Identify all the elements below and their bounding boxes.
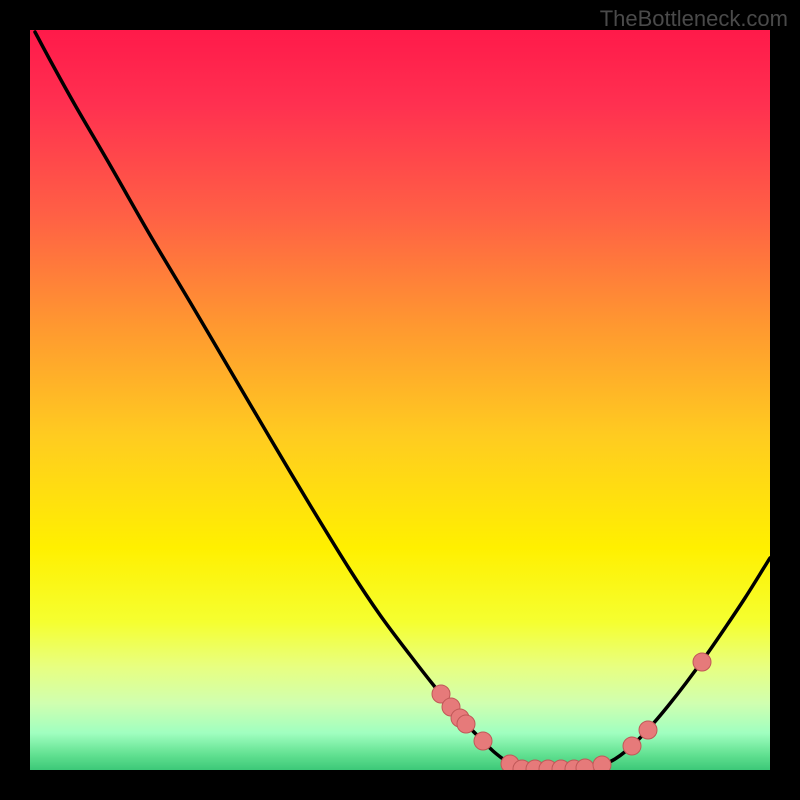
data-marker bbox=[457, 715, 475, 733]
data-marker bbox=[576, 759, 594, 770]
chart-container: TheBottleneck.com bbox=[0, 0, 800, 800]
plot-area bbox=[30, 30, 770, 770]
curve-layer bbox=[30, 30, 770, 770]
data-markers bbox=[432, 653, 711, 770]
data-marker bbox=[474, 732, 492, 750]
data-marker bbox=[593, 756, 611, 770]
data-marker bbox=[623, 737, 641, 755]
data-marker bbox=[639, 721, 657, 739]
watermark-text: TheBottleneck.com bbox=[600, 6, 788, 32]
data-marker bbox=[693, 653, 711, 671]
bottleneck-curve bbox=[35, 32, 770, 769]
